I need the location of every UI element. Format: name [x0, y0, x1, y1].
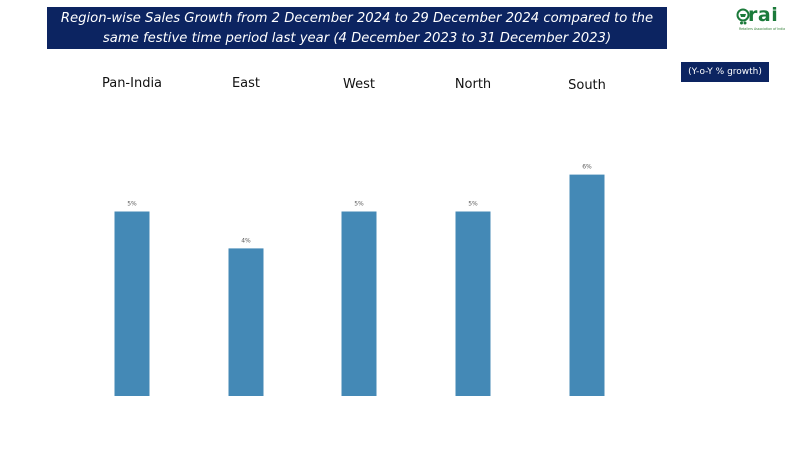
- category-label-pan-india: Pan-India: [102, 76, 162, 91]
- value-label-west: 5%: [354, 201, 364, 208]
- category-label-east: East: [232, 76, 260, 91]
- value-label-south: 6%: [582, 164, 592, 171]
- logo-tagline: Retailers Association of India: [739, 27, 786, 31]
- bar-east: [228, 248, 264, 396]
- value-label-pan-india: 5%: [127, 201, 137, 208]
- bar-north: [455, 211, 491, 396]
- chart-title-line-2: same festive time period last year (4 De…: [102, 31, 612, 46]
- chart-title-line-1: Region-wise Sales Growth from 2 December…: [60, 11, 654, 26]
- shopping-cart-logo-icon: [736, 8, 750, 25]
- category-label-south: South: [568, 78, 606, 93]
- chart-title: Region-wise Sales Growth from 2 December…: [47, 7, 667, 49]
- bar-south: [569, 174, 605, 396]
- value-label-east: 4%: [241, 237, 251, 244]
- logo-text: rai: [748, 4, 779, 26]
- category-label-west: West: [343, 77, 375, 92]
- category-label-north: North: [455, 77, 491, 92]
- rai-logo: rai Retailers Association of India: [736, 4, 790, 36]
- bar-pan-india: [114, 211, 150, 396]
- value-label-north: 5%: [468, 201, 478, 208]
- bar-west: [341, 211, 377, 396]
- unit-label-box: (Y-o-Y % growth): [681, 62, 769, 82]
